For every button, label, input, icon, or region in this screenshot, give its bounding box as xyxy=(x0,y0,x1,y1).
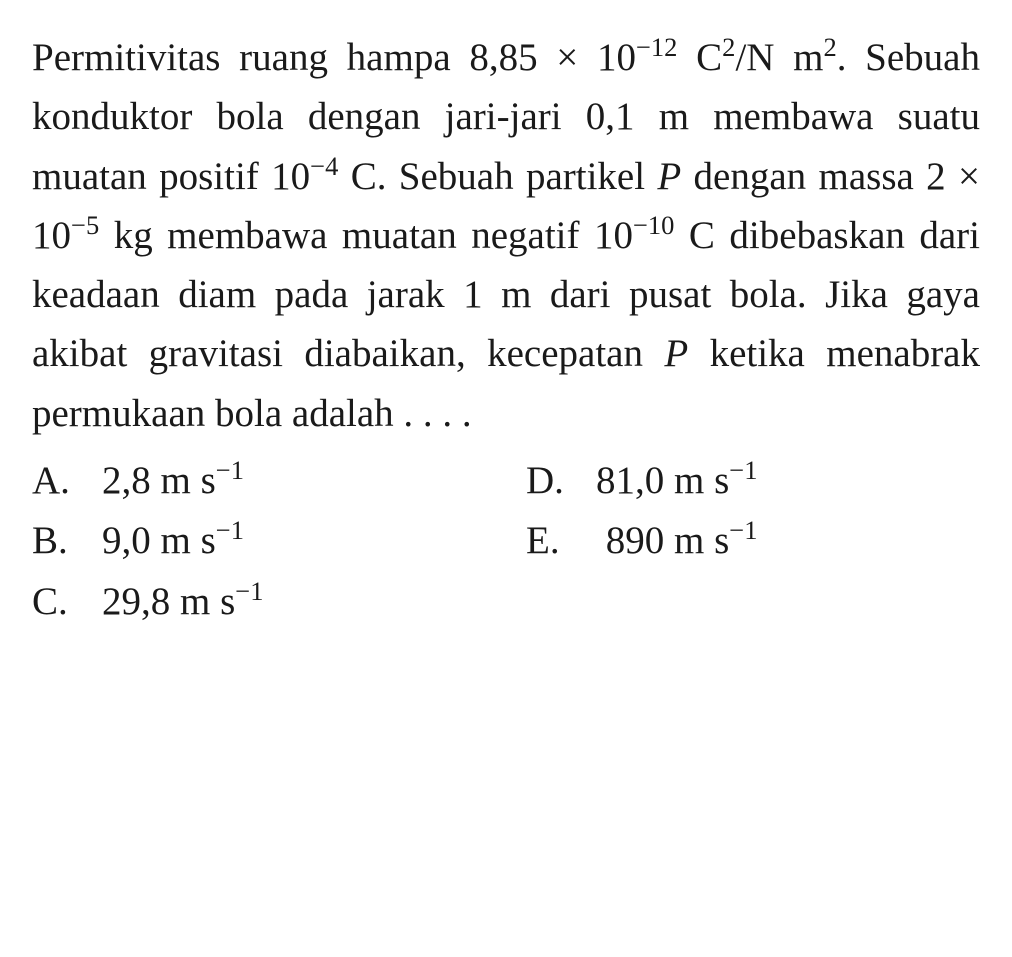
exponent: −10 xyxy=(633,210,674,240)
exponent: −5 xyxy=(71,210,99,240)
option-text: 9,0 m s xyxy=(102,519,216,562)
option-a: A. 2,8 m s−1 xyxy=(32,451,486,511)
option-letter: A. xyxy=(32,451,102,511)
exponent: −1 xyxy=(216,515,244,545)
question-part: C xyxy=(677,36,722,79)
exponent: −1 xyxy=(729,515,757,545)
exponent: −12 xyxy=(636,32,677,62)
option-letter: E. xyxy=(526,511,596,571)
option-text: 890 m s xyxy=(606,519,730,562)
option-value: 29,8 m s−1 xyxy=(102,572,263,632)
option-letter: C. xyxy=(32,572,102,632)
question-part: C. Sebuah partikel xyxy=(338,155,657,198)
option-b: B. 9,0 m s−1 xyxy=(32,511,486,571)
question-part: kg membawa muatan negatif 10 xyxy=(99,214,633,257)
option-value: 890 m s−1 xyxy=(596,511,757,571)
variable-p: P xyxy=(657,155,681,198)
question-part: Permitivitas ruang hampa 8,85 × 10 xyxy=(32,36,636,79)
exponent: −4 xyxy=(310,151,338,181)
answer-options: A. 2,8 m s−1 D. 81,0 m s−1 B. 9,0 m s−1 … xyxy=(32,451,980,632)
option-e: E. 890 m s−1 xyxy=(526,511,980,571)
option-letter: B. xyxy=(32,511,102,571)
option-text: 81,0 m s xyxy=(596,459,729,502)
option-c: C. 29,8 m s−1 xyxy=(32,572,486,632)
option-d: D. 81,0 m s−1 xyxy=(526,451,980,511)
option-value: 9,0 m s−1 xyxy=(102,511,244,571)
exponent: 2 xyxy=(722,32,735,62)
option-value: 81,0 m s−1 xyxy=(596,451,757,511)
question-body: Permitivitas ruang hampa 8,85 × 10−12 C2… xyxy=(32,28,980,443)
option-text: 2,8 m s xyxy=(102,459,216,502)
option-value: 2,8 m s−1 xyxy=(102,451,244,511)
option-text: 29,8 m s xyxy=(102,580,235,623)
variable-p: P xyxy=(664,332,688,375)
exponent: −1 xyxy=(729,455,757,485)
exponent: 2 xyxy=(823,32,836,62)
exponent: −1 xyxy=(235,576,263,606)
option-letter: D. xyxy=(526,451,596,511)
question-part: /N m xyxy=(735,36,823,79)
exponent: −1 xyxy=(216,455,244,485)
